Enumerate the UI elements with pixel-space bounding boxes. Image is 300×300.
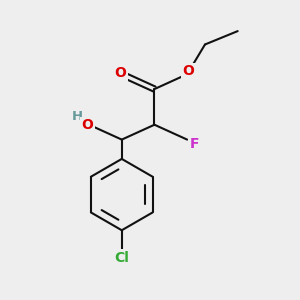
Text: Cl: Cl: [114, 251, 129, 265]
Text: H: H: [72, 110, 83, 123]
Text: O: O: [82, 118, 94, 132]
Text: O: O: [183, 64, 195, 78]
Text: F: F: [190, 137, 199, 151]
Text: O: O: [114, 66, 126, 80]
